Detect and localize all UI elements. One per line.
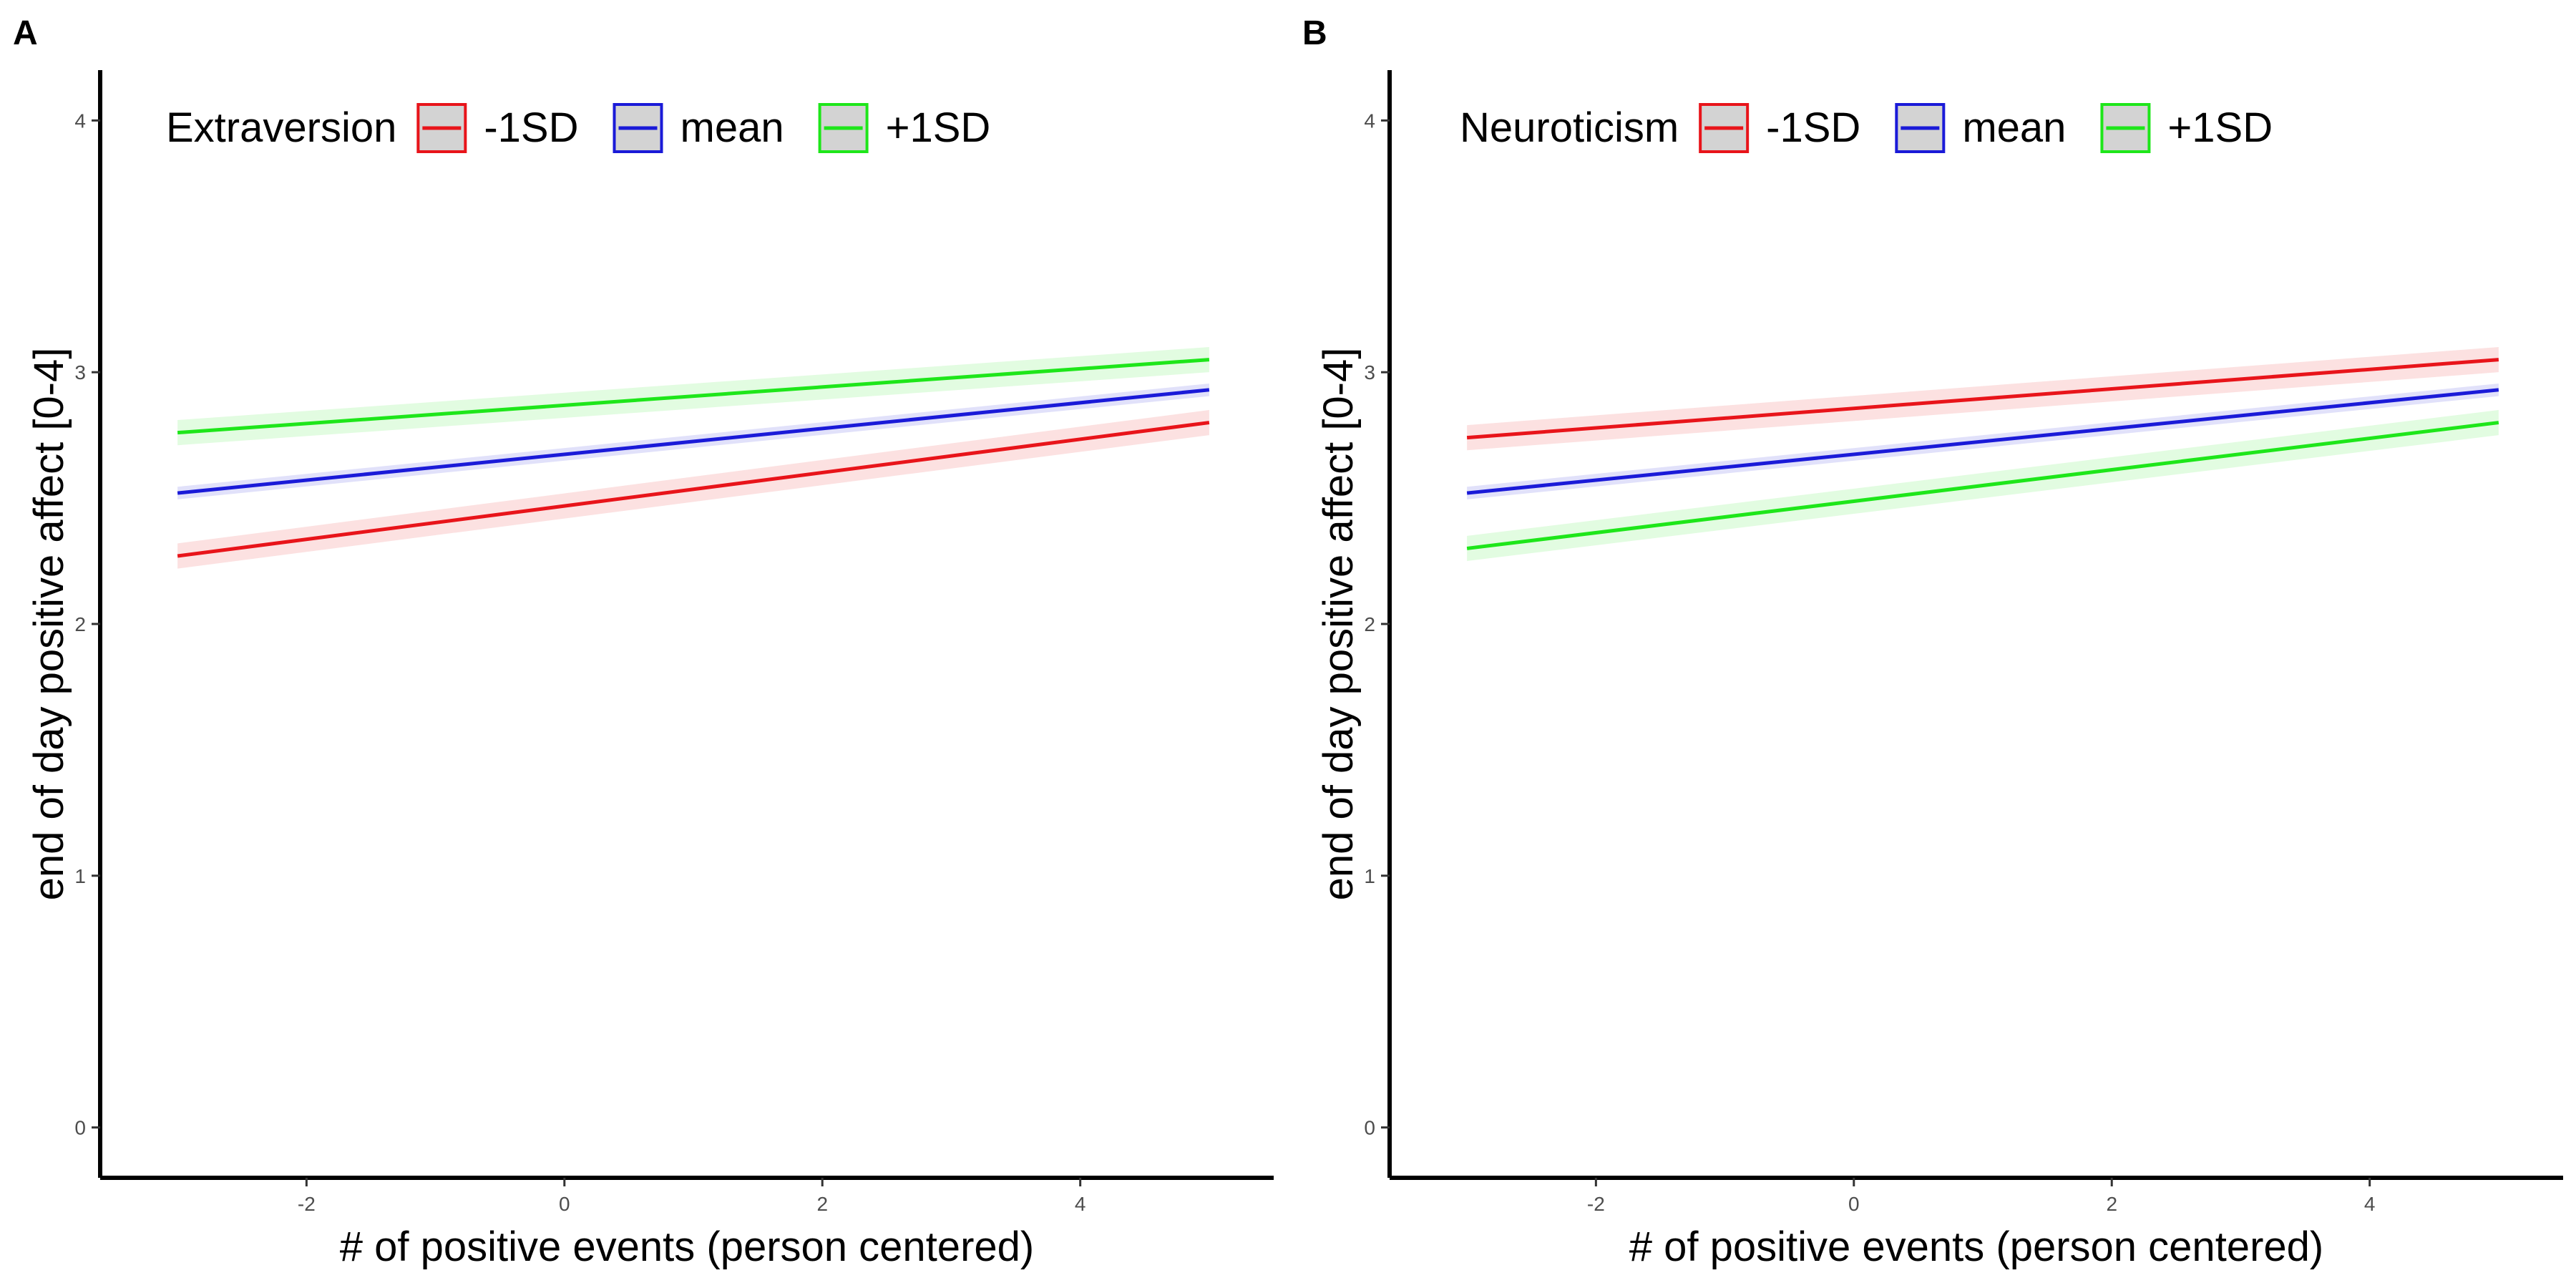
series-line-mean [1466,388,2499,495]
legend: Neuroticism -1SD mean +1SD [1460,103,2273,153]
series-line-mean [177,388,1210,495]
legend: Extraversion -1SD mean +1SD [166,103,991,153]
series-line--1SD [177,421,1210,558]
y-tick-label: 1 [1364,865,1375,887]
panel-letter: A [13,14,38,52]
legend-label: +1SD [886,104,991,151]
panel-a: A 0 1 2 3 4 -2 0 2 4 # of positive events (person … [13,14,1274,1270]
panel-b: B 0 1 2 3 4 -2 0 2 4 # of positive events (person … [1302,14,2563,1270]
x-axis-title: # of positive events (person centered) [1629,1224,2323,1270]
x-tick-label: 0 [559,1193,570,1215]
y-tick-label: 1 [74,865,86,887]
y-tick-label: 4 [1364,109,1375,132]
x-tick-label: -2 [1587,1193,1605,1215]
y-tick-label: 0 [1364,1117,1375,1139]
legend-title: Neuroticism [1460,104,1679,151]
y-axis-title: end of day positive affect [0-4] [26,348,72,901]
legend-title: Extraversion [166,104,396,151]
series-line--1SD [1466,358,2499,440]
series-line-+1SD [1466,421,2499,550]
legend-label: -1SD [1766,104,1860,151]
legend-label: +1SD [2167,104,2273,151]
y-tick-label: 3 [74,361,86,384]
y-tick-label: 4 [74,109,86,132]
series-line-+1SD [177,358,1210,435]
y-tick-label: 3 [1364,361,1375,384]
legend-label: mean [1962,104,2066,151]
x-tick-label: 2 [2106,1193,2117,1215]
x-tick-label: 0 [1848,1193,1860,1215]
x-tick-label: 2 [816,1193,828,1215]
y-tick-label: 2 [74,613,86,635]
legend-label: -1SD [484,104,578,151]
x-axis-title: # of positive events (person centered) [340,1224,1034,1270]
y-axis-title: end of day positive affect [0-4] [1315,348,1362,901]
y-tick-label: 0 [74,1117,86,1139]
x-tick-label: -2 [298,1193,316,1215]
legend-label: mean [680,104,784,151]
panel-letter: B [1302,14,1327,52]
y-tick-label: 2 [1364,613,1375,635]
x-tick-label: 4 [1075,1193,1086,1215]
x-tick-label: 4 [2364,1193,2376,1215]
